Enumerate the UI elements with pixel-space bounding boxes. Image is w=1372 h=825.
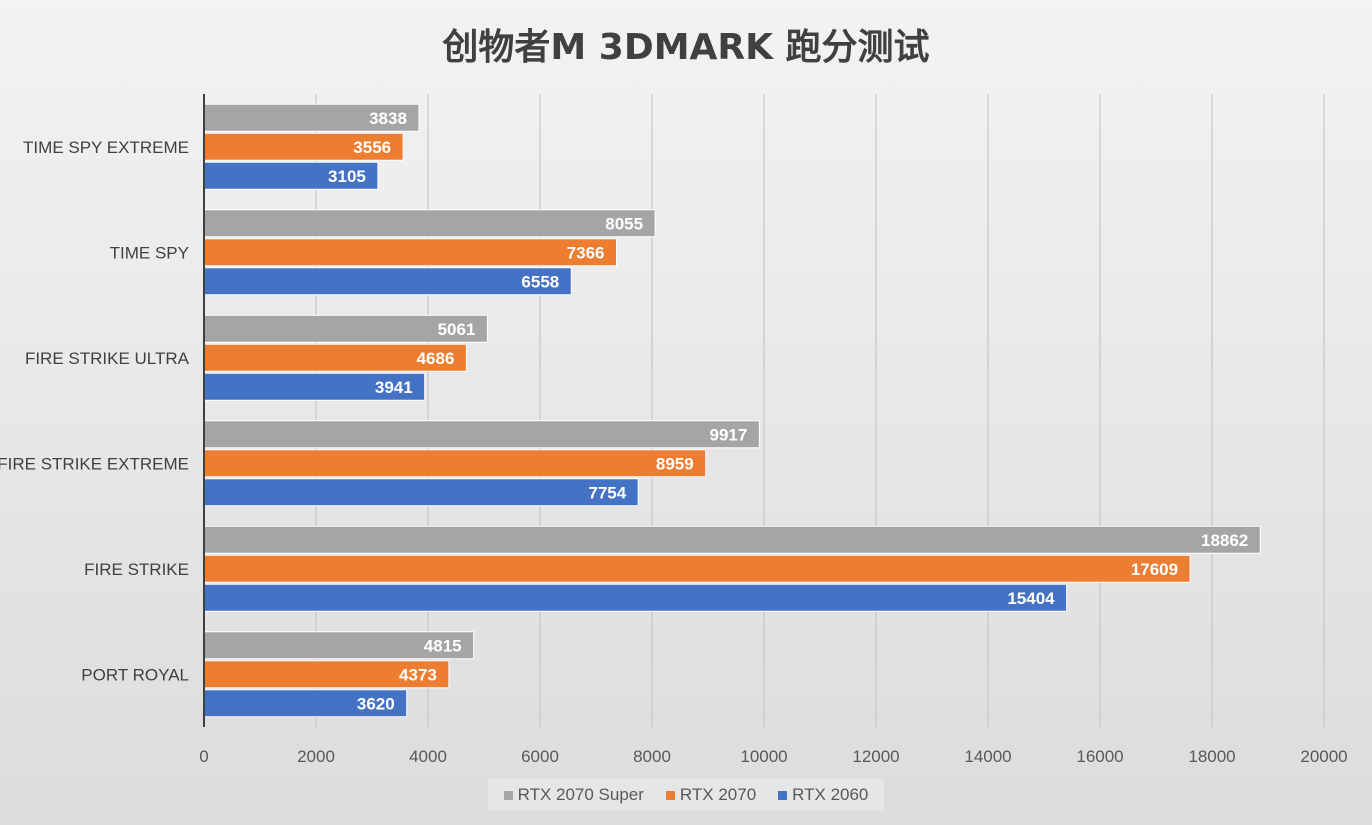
legend-item: RTX 2070 Super (503, 785, 644, 805)
data-label: 4686 (417, 349, 455, 368)
data-label: 5061 (438, 320, 476, 339)
chart-title: 创物者M 3DMARK 跑分测试 (442, 27, 930, 68)
bar (203, 554, 1191, 583)
data-label: 3620 (357, 694, 395, 713)
data-label: 6558 (521, 272, 559, 291)
data-label: 9917 (710, 425, 748, 444)
legend-label: RTX 2070 (679, 785, 757, 804)
category-label: FIRE STRIKE EXTREME (0, 454, 189, 473)
x-tick-label: 6000 (521, 747, 559, 766)
legend: RTX 2070 Super RTX 2070 RTX 2060 (488, 779, 884, 811)
bar (203, 238, 617, 267)
x-tick-label: 0 (199, 747, 208, 766)
data-label: 7366 (567, 243, 605, 262)
category-label: TIME SPY (110, 243, 189, 262)
legend-item: RTX 2070 (665, 785, 757, 805)
x-tick-label: 2000 (297, 747, 335, 766)
data-label: 3105 (328, 167, 366, 186)
x-tick-label: 18000 (1188, 747, 1235, 766)
bar (203, 478, 639, 507)
x-tick-label: 4000 (409, 747, 447, 766)
x-tick-label: 10000 (740, 747, 787, 766)
bar (203, 209, 656, 238)
bar (203, 525, 1261, 554)
legend-swatch (503, 790, 513, 800)
bar (203, 314, 488, 343)
category-label: FIRE STRIKE (84, 560, 189, 579)
bar (203, 267, 572, 296)
bar (203, 631, 475, 660)
category-label: TIME SPY EXTREME (23, 138, 189, 157)
bar (203, 660, 450, 689)
data-label: 15404 (1007, 589, 1055, 608)
bar (203, 583, 1068, 612)
legend-item: RTX 2060 (778, 785, 868, 805)
bar (203, 103, 420, 132)
x-tick-label: 8000 (633, 747, 671, 766)
legend-swatch (665, 790, 675, 800)
category-label: FIRE STRIKE ULTRA (25, 349, 190, 368)
data-label: 3941 (375, 378, 413, 397)
data-label: 7754 (588, 483, 626, 502)
data-label: 18862 (1201, 531, 1248, 550)
data-label: 8055 (605, 214, 643, 233)
data-label: 3556 (353, 138, 391, 157)
bar (203, 449, 707, 478)
x-tick-label: 12000 (852, 747, 899, 766)
x-tick-label: 20000 (1300, 747, 1347, 766)
legend-label: RTX 2070 Super (517, 785, 644, 804)
x-tick-label: 14000 (964, 747, 1011, 766)
data-label: 17609 (1131, 560, 1178, 579)
data-label: 8959 (656, 454, 694, 473)
data-label: 3838 (369, 109, 407, 128)
legend-label: RTX 2060 (792, 785, 869, 804)
category-label: PORT ROYAL (81, 665, 189, 684)
x-tick-label: 16000 (1076, 747, 1123, 766)
legend-swatch (778, 790, 788, 800)
bar (203, 132, 404, 161)
bar (203, 689, 408, 718)
data-label: 4373 (399, 665, 437, 684)
bar (203, 420, 760, 449)
data-label: 4815 (424, 636, 462, 655)
